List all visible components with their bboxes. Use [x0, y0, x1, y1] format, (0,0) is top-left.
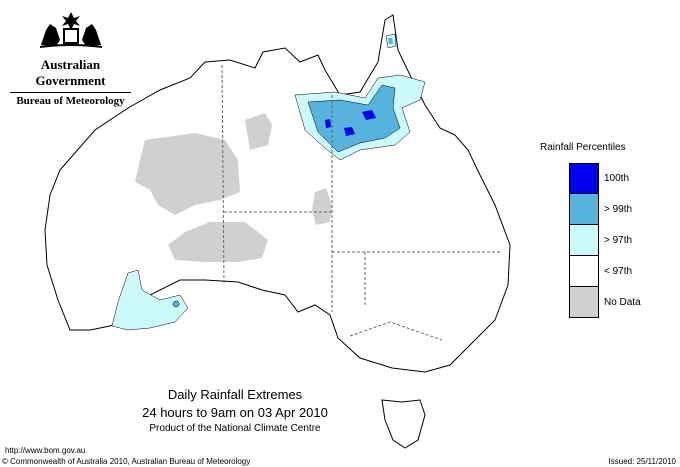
legend-item-100th: 100th: [569, 163, 669, 194]
legend-label: > 99th: [604, 204, 633, 215]
legend-item-no-data: No Data: [569, 287, 669, 318]
legend-title: Rainfall Percentiles: [540, 142, 626, 153]
legend-swatch: [569, 163, 599, 194]
rainfall-100th-gulf-b: [325, 119, 331, 128]
legend-item-lt97: < 97th: [569, 256, 669, 287]
legend-swatch: [569, 194, 599, 225]
footer-copyright: © Commonwealth of Australia 2010, Austra…: [2, 457, 251, 466]
coat-of-arms-icon: [39, 12, 102, 48]
bureau-title: Bureau of Meteorology: [16, 95, 125, 107]
caption-period: 24 hours to 9am on 03 Apr 2010: [142, 405, 328, 420]
government-title: Australian Government: [35, 57, 106, 88]
legend-swatch: [569, 225, 599, 256]
state-borders: [221, 64, 500, 341]
no-data-area-central-east: [312, 188, 332, 225]
border-vic: [349, 321, 443, 341]
tasmania: [381, 399, 426, 449]
rainfall-100th-gulf-c: [362, 110, 376, 120]
rainfall-gt99-cape-york: [388, 38, 393, 44]
rainfall-100th-gulf-a: [344, 127, 355, 136]
government-logo: Australian Government Bureau of Meteorol…: [8, 10, 133, 107]
legend-swatch: [569, 256, 599, 287]
legend-label: No Data: [604, 297, 641, 308]
legend-label: 100th: [604, 173, 630, 184]
caption-product: Product of the National Climate Centre: [149, 423, 321, 434]
no-data-area-south-interior: [168, 222, 268, 262]
rainfall-gt99-gulf: [307, 84, 401, 153]
logo-divider: [10, 92, 131, 93]
legend-item-gt99: > 99th: [569, 194, 669, 225]
legend: 100th > 99th > 97th < 97th No Data: [569, 163, 669, 318]
rainfall-gt99-south-west: [172, 300, 180, 308]
no-data-area-pilbara: [245, 113, 272, 150]
footer-issued-date: Issued: 25/11/2010: [608, 457, 676, 466]
legend-item-gt97: > 97th: [569, 225, 669, 256]
legend-label: < 97th: [604, 266, 633, 277]
legend-label: > 97th: [604, 235, 633, 246]
border-wa: [221, 64, 225, 286]
footer-url-link[interactable]: http://www.bom.gov.au: [5, 446, 86, 455]
no-data-area-central-west: [135, 133, 240, 215]
rainfall-gt97-south-west: [111, 269, 189, 331]
legend-swatch: [569, 287, 599, 318]
caption-title: Daily Rainfall Extremes: [167, 387, 303, 402]
